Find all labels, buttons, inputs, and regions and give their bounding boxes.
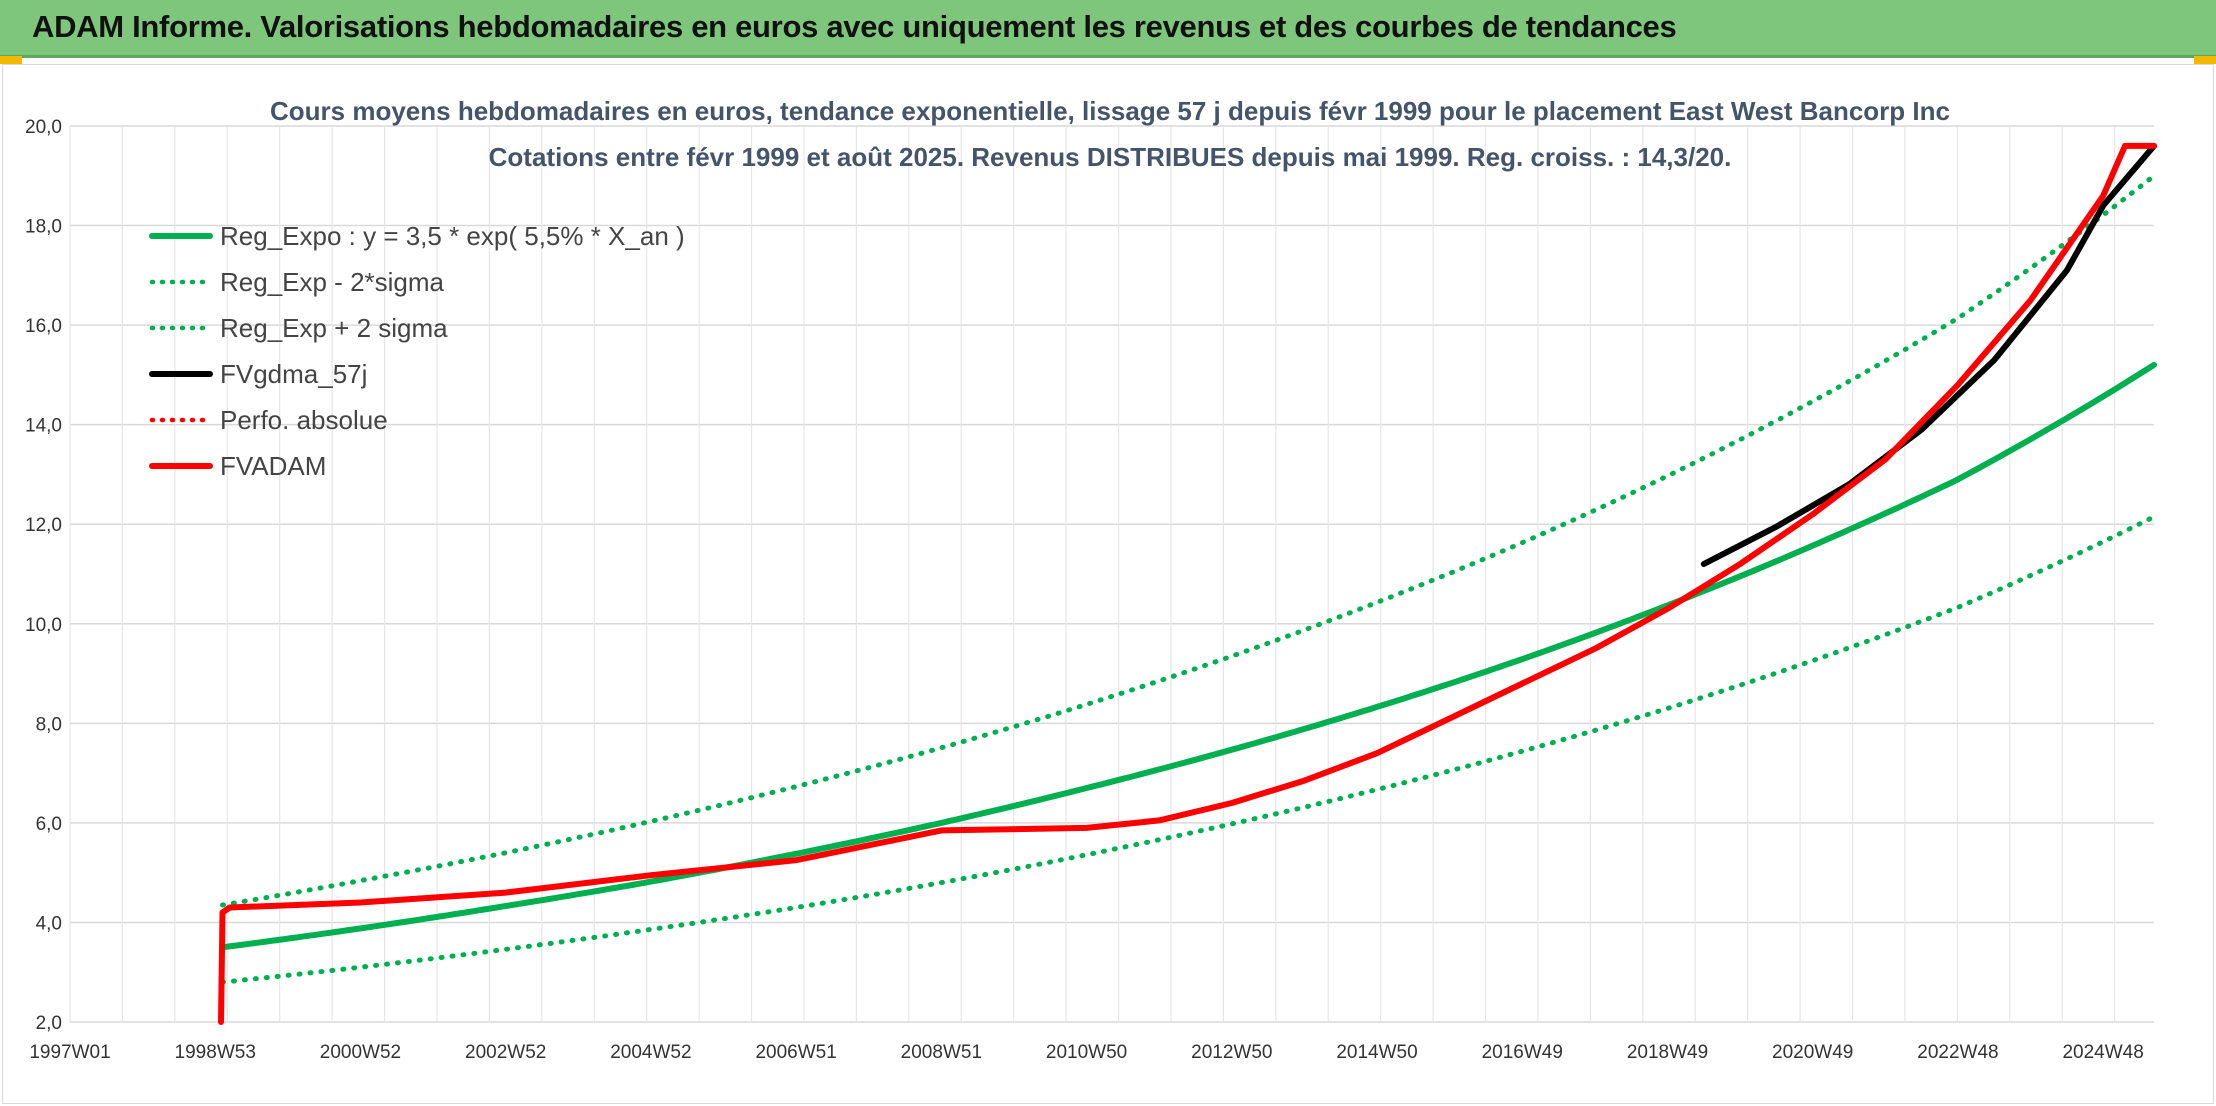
- series-line-3: [1700, 142, 2157, 567]
- x-tick-label: 2020W49: [1772, 1042, 1853, 1063]
- chart-subtitle: Cotations entre févr 1999 et août 2025. …: [489, 142, 1732, 172]
- corner-mark-left: [0, 56, 22, 64]
- legend-label: Perfo. absolue: [220, 405, 388, 435]
- series-line-1: [220, 514, 2157, 985]
- x-tick-label: 2006W51: [755, 1042, 836, 1063]
- x-tick-label: 2004W52: [610, 1042, 691, 1063]
- x-tick-label: 2010W50: [1046, 1042, 1127, 1063]
- gridlines: [69, 125, 2154, 1023]
- y-tick-label: 20,0: [25, 117, 62, 138]
- y-tick-label: 12,0: [25, 515, 62, 536]
- x-tick-label: 2022W48: [1917, 1042, 1998, 1063]
- legend: Reg_Expo : y = 3,5 * exp( 5,5% * X_an ) R…: [149, 221, 685, 481]
- y-tick-label: 18,0: [25, 217, 62, 238]
- x-tick-label: 2016W49: [1482, 1042, 1563, 1063]
- series-lines: [218, 142, 2157, 1025]
- x-tick-label: 2012W50: [1191, 1042, 1272, 1063]
- legend-label: FVADAM: [220, 451, 326, 481]
- x-tick-label: 2000W52: [320, 1042, 401, 1063]
- x-tick-label: 2002W52: [465, 1042, 546, 1063]
- legend-label: Reg_Expo : y = 3,5 * exp( 5,5% * X_an ): [220, 221, 685, 251]
- report-title: ADAM Informe. Valorisations hebdomadaire…: [32, 9, 1677, 44]
- x-tick-label: 2024W48: [2062, 1042, 2143, 1063]
- series-line-2: [220, 173, 2157, 908]
- y-tick-label: 14,0: [25, 416, 62, 437]
- x-axis-ticks: 1997W01 1998W53 2000W52 2002W52 2004W52 2006W…: [29, 1042, 2144, 1063]
- y-axis-ticks: 2,0 4,0 6,0 8,0 10,0 12,0 14,0 16,0 18,0 20,0: [25, 117, 62, 1034]
- y-tick-label: 8,0: [36, 714, 62, 735]
- series-line-0: [219, 361, 2157, 951]
- y-tick-label: 2,0: [36, 1013, 62, 1034]
- chart-frame: [2, 64, 2214, 1104]
- x-tick-label: 1998W53: [175, 1042, 256, 1063]
- y-tick-label: 4,0: [36, 913, 62, 934]
- y-tick-label: 10,0: [25, 615, 62, 636]
- x-tick-label: 2014W50: [1336, 1042, 1417, 1063]
- legend-label: FVgdma_57j: [220, 359, 367, 389]
- chart-title: Cours moyens hebdomadaires en euros, ten…: [270, 96, 1950, 126]
- x-tick-label: 2018W49: [1627, 1042, 1708, 1063]
- corner-mark-right: [2194, 56, 2216, 64]
- y-tick-label: 16,0: [25, 316, 62, 337]
- y-tick-label: 6,0: [36, 814, 62, 835]
- x-tick-label: 2008W51: [901, 1042, 982, 1063]
- series-line-5: [218, 142, 2157, 1025]
- x-tick-label: 1997W01: [29, 1042, 110, 1063]
- legend-label: Reg_Exp + 2 sigma: [220, 313, 448, 343]
- report-banner: ADAM Informe. Valorisations hebdomadaire…: [0, 0, 2216, 58]
- legend-label: Reg_Exp - 2*sigma: [220, 267, 445, 297]
